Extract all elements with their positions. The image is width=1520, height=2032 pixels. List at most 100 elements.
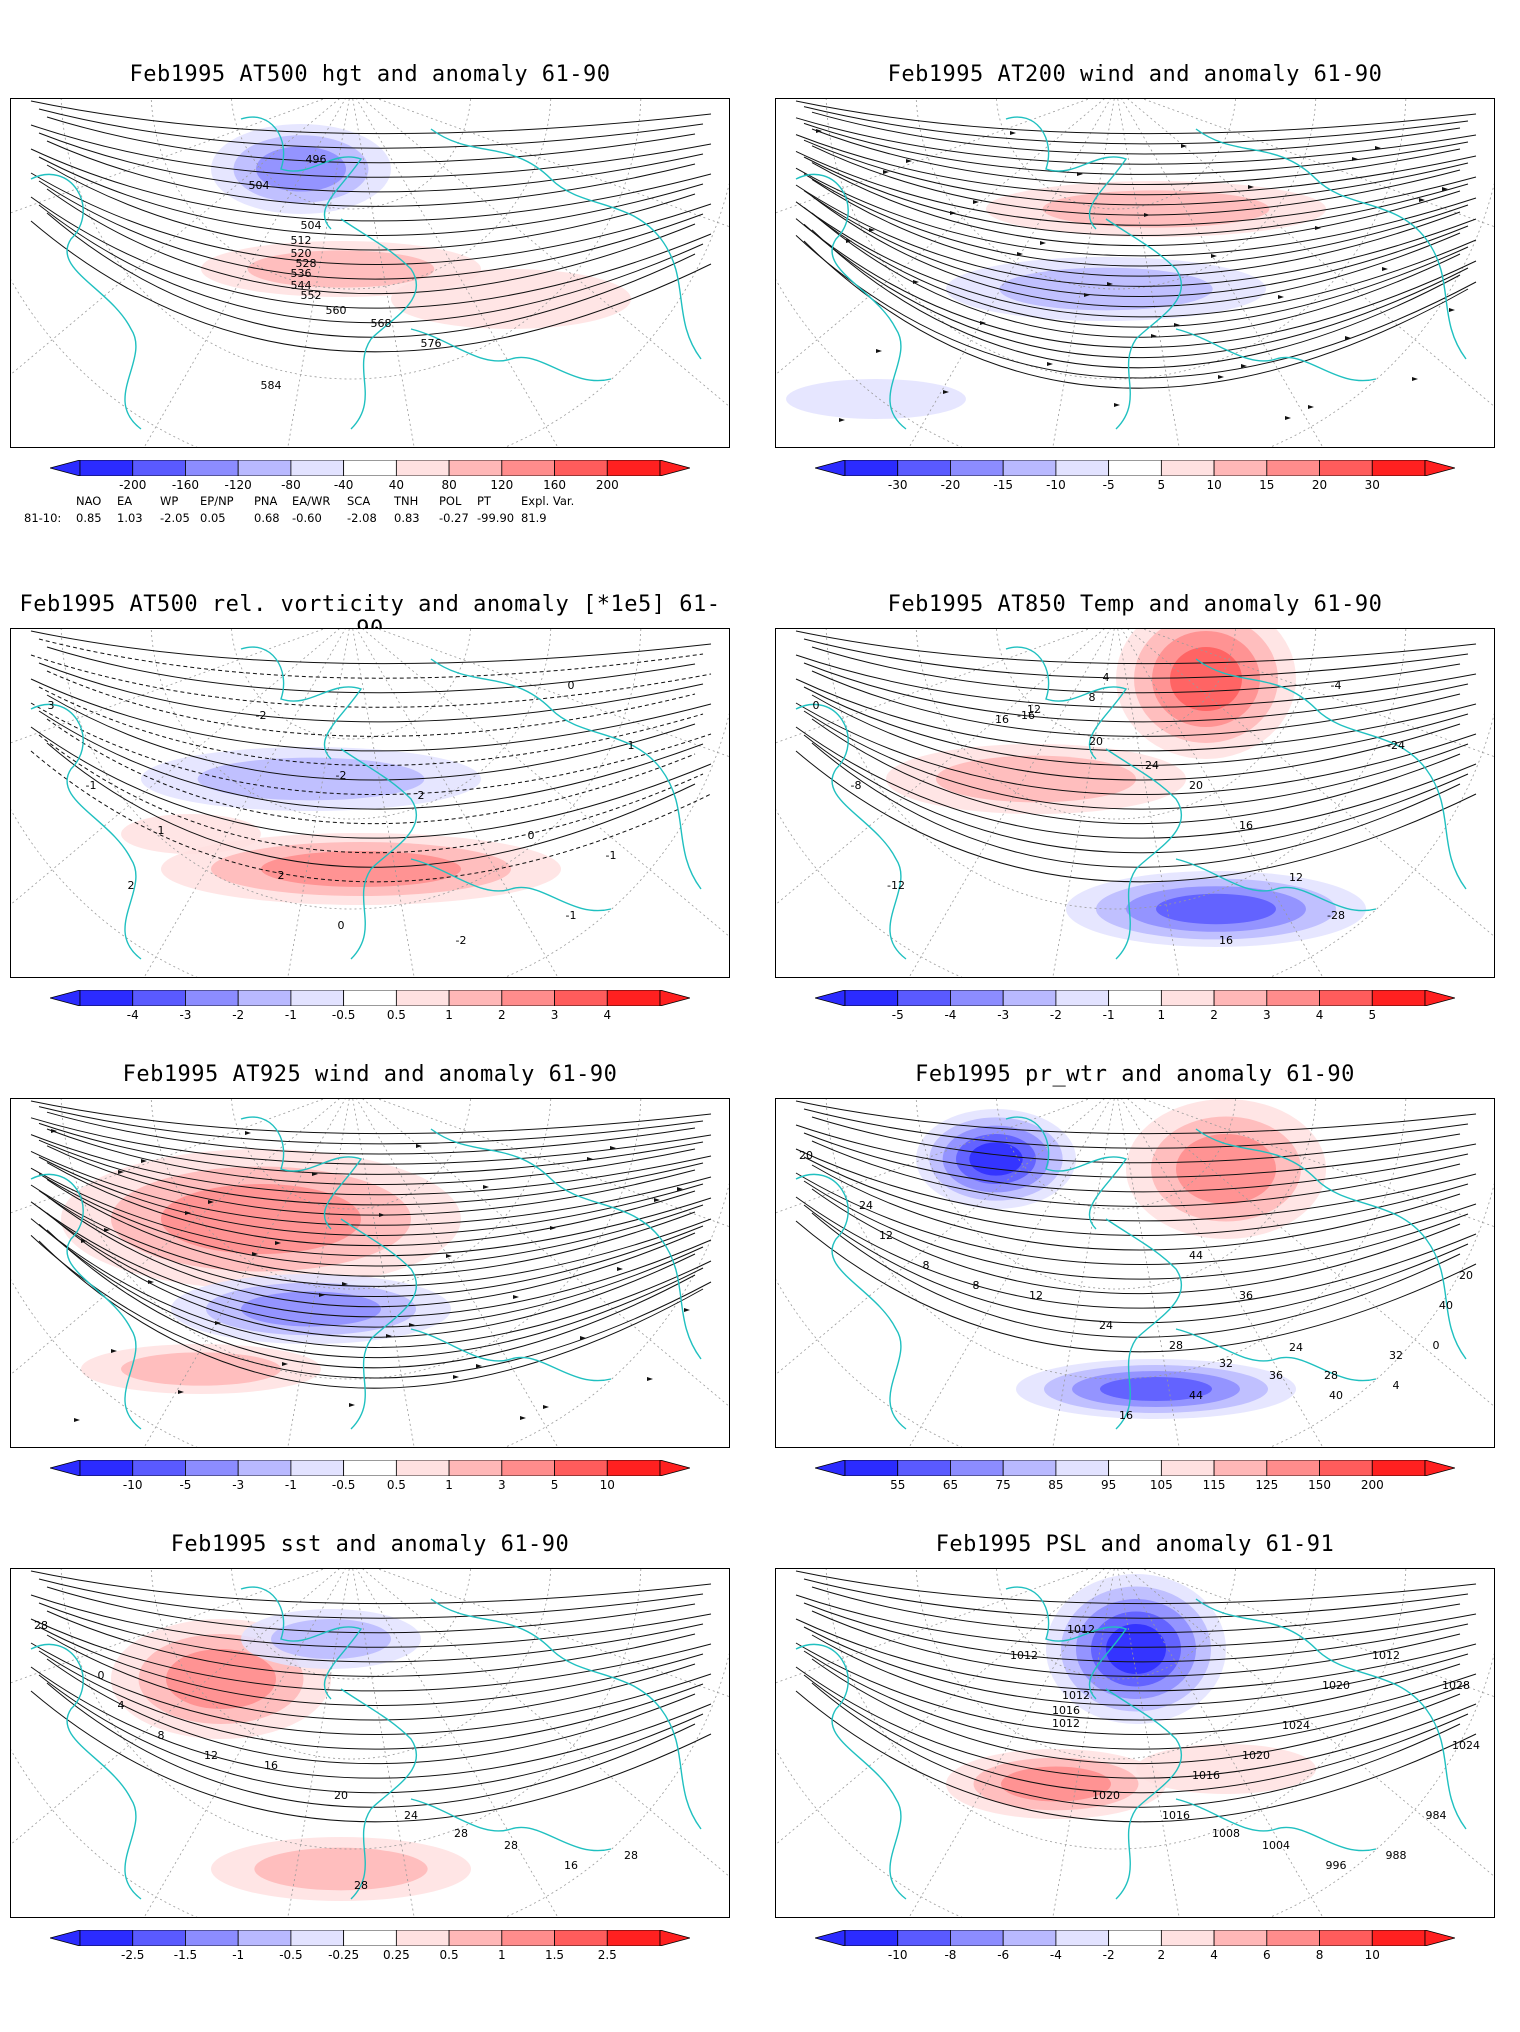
contour-label: 12 bbox=[879, 1229, 893, 1242]
colorbar-tick-label: -4 bbox=[944, 1008, 957, 1022]
colorbar-swatch bbox=[606, 1930, 661, 1946]
contour-label: -2 bbox=[256, 709, 267, 722]
colorbar-tick-label: 3 bbox=[1262, 1008, 1271, 1022]
teleconnection-value: -99.90 bbox=[477, 511, 515, 525]
panel-title: Feb1995 AT500 hgt and anomaly 61-90 bbox=[129, 62, 611, 87]
colorbar: 55 65 75 85 95 105 115 125 150 200 bbox=[815, 1460, 1455, 1504]
colorbar-tick-label: -2 bbox=[232, 1008, 245, 1022]
contour-label: 4 bbox=[118, 1699, 125, 1712]
colorbar-swatch bbox=[1055, 460, 1110, 476]
colorbar-swatch bbox=[185, 990, 239, 1006]
colorbar-tick-label: -6 bbox=[997, 1948, 1010, 1962]
contour-label: 4 bbox=[1393, 1379, 1400, 1392]
colorbar-tick-label: -1.5 bbox=[173, 1948, 198, 1962]
contour-label: 2 bbox=[128, 879, 135, 892]
teleconnection-value: 0.05 bbox=[200, 511, 226, 525]
colorbar-swatch bbox=[132, 460, 186, 476]
colorbar-swatch bbox=[1160, 990, 1215, 1006]
contour-label: 0 bbox=[338, 919, 345, 932]
teleconnection-period-label: 81-10: bbox=[24, 511, 62, 525]
contour-label: 1004 bbox=[1262, 1839, 1290, 1852]
colorbar-swatch bbox=[132, 1930, 186, 1946]
colorbar-tick-label: 40 bbox=[388, 478, 404, 492]
contour-label: -1 bbox=[606, 849, 617, 862]
colorbar-tick-label: 200 bbox=[1360, 1478, 1384, 1492]
colorbar-arrow-left bbox=[50, 1930, 81, 1946]
colorbar-swatch bbox=[1055, 1460, 1110, 1476]
contour-label: 1012 bbox=[1372, 1649, 1400, 1662]
positive-anomaly-area bbox=[81, 1344, 321, 1394]
contour-label: 2 bbox=[418, 789, 425, 802]
map-frame: 44 36 24 28 32 40 44 16 20 24 12 8 8 12 24 28 32 36 40 4 0 20 bbox=[775, 1098, 1495, 1448]
contour-label: 520 bbox=[291, 247, 312, 260]
colorbar-tick-label: 160 bbox=[543, 478, 566, 492]
polar-map: -2 2 0 -1 1 2 0 -2 -1 1 -2 2 -1 0 3 bbox=[11, 629, 729, 977]
contour-lines bbox=[795, 1570, 1477, 1823]
polar-map: 16 -28 -24 -16 -12 -8 -4 0 48 12 16 20 24 20 16 12 bbox=[776, 629, 1494, 977]
colorbar-swatch bbox=[897, 460, 951, 476]
teleconnection-header: EA/WR bbox=[292, 494, 331, 508]
contour-lines bbox=[30, 100, 712, 353]
contour-label: 1016 bbox=[1162, 1809, 1190, 1822]
contour-label: 16 bbox=[1119, 1409, 1133, 1422]
contour-label: 12 bbox=[1289, 871, 1303, 884]
contour-label: 584 bbox=[261, 379, 282, 392]
colorbar: -2.5 -1.5 -1 -0.5 -0.25 0.25 0.5 1 1.5 2.5 bbox=[50, 1930, 690, 1974]
colorbar-tick-label: 5 bbox=[1157, 478, 1166, 492]
colorbar-arrow-right bbox=[659, 1930, 690, 1946]
colorbar-swatch bbox=[79, 460, 134, 476]
colorbar-tick-label: -1 bbox=[232, 1948, 245, 1962]
colorbar-swatch bbox=[897, 1460, 951, 1476]
coastlines bbox=[795, 116, 1467, 430]
contour-label: 1 bbox=[628, 739, 635, 752]
colorbar-tick-label: 200 bbox=[595, 478, 619, 492]
streamline-arrows bbox=[816, 129, 1455, 422]
coastlines bbox=[795, 1586, 1467, 1900]
colorbar-swatch bbox=[1108, 1930, 1162, 1946]
panel-temp850: Feb1995 AT850 Temp and anomaly 61-90 16 -2… bbox=[775, 592, 1495, 1092]
contour-label: -24 bbox=[1387, 739, 1405, 752]
colorbar-arrow-right bbox=[659, 1460, 690, 1476]
colorbar-tick-label: -0.25 bbox=[328, 1948, 360, 1962]
contour-label: 1012 bbox=[1067, 1623, 1095, 1636]
polar-map: 1020 1016 1008 1004 996 988 984 1024 1028 1012 102… bbox=[776, 1569, 1494, 1917]
colorbar-swatch bbox=[844, 460, 899, 476]
contour-label: -2 bbox=[336, 769, 347, 782]
panel-title: Feb1995 PSL and anomaly 61-91 bbox=[935, 1532, 1335, 1557]
contour-label: 528 bbox=[296, 257, 317, 270]
colorbar-tick-label: 10 bbox=[1206, 478, 1222, 492]
colorbar-arrow-right bbox=[1424, 1460, 1455, 1476]
contour-label: 12 bbox=[204, 1749, 218, 1762]
contour-label: 16 bbox=[995, 713, 1009, 726]
colorbar-swatch bbox=[1319, 1930, 1373, 1946]
colorbar-tick-label: 85 bbox=[1048, 1478, 1064, 1492]
contour-label: 28 bbox=[1324, 1369, 1338, 1382]
colorbar-tick-label: -2 bbox=[1102, 1948, 1115, 1962]
colorbar-swatch bbox=[1002, 1460, 1057, 1476]
colorbar-tick-label: -160 bbox=[171, 478, 200, 492]
colorbar-arrow-right bbox=[1424, 1930, 1455, 1946]
colorbar-swatch bbox=[1002, 1930, 1057, 1946]
colorbar-tick-label: -5 bbox=[1102, 478, 1115, 492]
contour-label: 504 bbox=[301, 219, 322, 232]
colorbar-swatch bbox=[343, 1460, 397, 1476]
colorbar-swatch bbox=[606, 460, 661, 476]
colorbar-arrow-left bbox=[815, 1930, 846, 1946]
colorbar-tick-label: 125 bbox=[1255, 1478, 1279, 1492]
latlon-grid bbox=[11, 99, 729, 447]
teleconnection-header: PNA bbox=[254, 494, 278, 508]
colorbar: -30 -20 -15 -10 -5 5 10 15 20 30 bbox=[815, 460, 1455, 504]
colorbar-tick-label: 5 bbox=[1368, 1008, 1377, 1022]
contour-label: 1020 bbox=[1092, 1789, 1120, 1802]
colorbar-tick-label: 0.5 bbox=[386, 1478, 406, 1492]
contour-label: 0 bbox=[1433, 1339, 1440, 1352]
colorbar-swatch bbox=[950, 460, 1004, 476]
colorbar-tick-label: 95 bbox=[1100, 1478, 1117, 1492]
contour-label: 20 bbox=[1089, 735, 1103, 748]
colorbar-tick-label: -30 bbox=[887, 478, 908, 492]
contour-label: 8 bbox=[158, 1729, 165, 1742]
contour-label: 44 bbox=[1189, 1389, 1203, 1402]
panel-wind200: Feb1995 AT200 wind and anomaly 61-90 -30-… bbox=[775, 62, 1495, 562]
colorbar-swatch bbox=[290, 1930, 345, 1946]
